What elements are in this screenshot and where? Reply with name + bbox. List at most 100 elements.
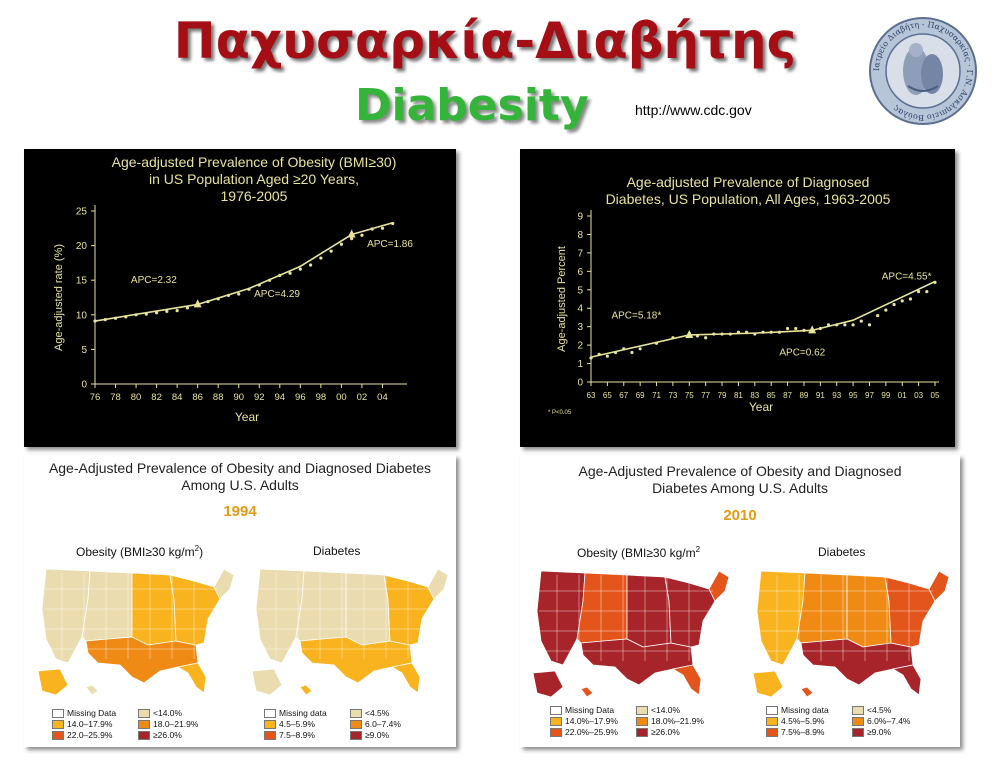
x-tick-label: 78 [110,392,121,403]
y-axis-label: Age-adjusted Percent [556,246,568,352]
y-tick-label: 1 [577,359,583,370]
data-point [851,323,855,327]
x-axis-label: Year [749,400,773,414]
map-region-mtn [576,572,628,644]
data-point [350,237,354,241]
map-panel-1994: Age-Adjusted Prevalence of Obesity and D… [24,455,456,747]
obesity-map-1994 [37,568,235,696]
data-point [113,316,118,320]
data-point [309,263,313,267]
x-tick-label: 03 [914,391,923,400]
map-region-ne [708,570,730,602]
x-tick-label: 05 [931,391,940,400]
data-point [761,330,765,334]
map-region-ne [427,568,449,600]
diabetes-legend: Missing data <4.5% 4.5–5.9% 6.0–7.4% 7.5–8… [264,708,418,741]
map-region-east [169,574,221,646]
x-tick-label: 00 [336,392,347,403]
y-tick-label: 5 [577,285,583,296]
data-point [802,328,806,332]
joinpoint-marker [193,299,202,308]
data-point [900,299,904,303]
data-point [753,332,757,336]
data-point [380,226,385,230]
data-point [835,323,839,327]
legend-item: 14.0%–17.9% [550,716,618,726]
map-region-ak [752,670,784,698]
map-panel-title: Age-Adjusted Prevalence of Obesity and D… [24,460,456,494]
chart-title-line: Age-adjusted Prevalence of Obesity (BMI≥… [112,154,397,170]
x-tick-label: 85 [767,391,776,400]
data-point [638,347,642,351]
data-point [728,332,732,336]
x-tick-label: 77 [701,391,710,400]
map-region-fl [671,664,702,696]
map-region-hi [800,686,814,698]
data-point [712,332,716,336]
x-tick-label: 04 [377,392,388,403]
x-tick-label: 63 [587,391,596,400]
x-tick-label: 75 [685,391,694,400]
chart-title-line: 1976-2005 [221,188,288,204]
legend-item: 22.0%–25.9% [550,727,618,737]
y-tick-label: 15 [76,276,88,287]
map-region-south [800,638,914,686]
page-title-greek: Παχυσαρκία-Διαβήτης [173,12,797,70]
map-region-south [85,636,199,684]
obesity-map-2010 [532,570,730,698]
apc-annotation: APC=1.86 [367,239,413,250]
y-tick-label: 7 [577,248,583,259]
data-point [671,336,675,340]
y-tick-label: 9 [577,212,583,223]
y-tick-label: 0 [577,378,583,389]
x-tick-label: 90 [233,392,244,403]
legend-item: ≥26.0% [636,727,704,737]
map-region-ak [37,668,69,696]
legend-item: Missing Data [52,708,120,718]
map-title-line-2: Among U.S. Adults [181,477,299,493]
data-point [360,233,364,237]
x-tick-label: 87 [783,391,792,400]
y-tick-label: 20 [76,241,88,252]
data-point [794,326,798,331]
map-title-line-1: Age-Adjusted Prevalence of Obesity and D… [48,460,432,476]
x-tick-label: 95 [849,391,858,400]
legend-item: ≥9.0% [350,730,418,740]
y-tick-label: 10 [76,310,88,321]
legend-item: 4.5–5.9% [264,719,332,729]
x-tick-label: 80 [131,392,142,403]
legend-item: 18.0–21.9% [138,719,206,729]
data-point [867,323,872,327]
diabetes-map-label: Diabetes [313,544,361,558]
map-panel-title: Age-Adjusted Prevalence of Obesity and D… [520,463,960,497]
x-tick-label: 83 [750,391,759,400]
source-url: http://www.cdc.gov [635,102,752,118]
clinic-seal-logo: Ιατρείο Διαβήτη - Παχυσαρκίας · Γ.Ν. Ασκ… [869,17,977,125]
obesity-legend: Missing Data <14.0% 14.0–17.9% 18.0–21.9% … [52,708,206,741]
x-tick-label: 98 [316,392,327,403]
obesity-trend-chart-panel: Age-adjusted Prevalence of Obesity (BMI≥… [24,149,456,447]
map-region-ne [928,570,950,602]
x-tick-label: 01 [898,391,907,400]
map-region-ak [251,668,283,696]
data-point [597,352,601,356]
x-tick-label: 93 [832,391,841,400]
page-title-english: Diabesity [355,80,589,131]
apc-annotation: APC=4.29 [254,289,300,300]
legend-item: Missing data [264,708,332,718]
x-tick-label: 67 [619,391,628,400]
data-point [124,315,128,319]
legend-item: 7.5–8.9% [264,730,332,740]
x-tick-label: 82 [151,392,162,403]
legend-item: 18.0%–21.9% [636,716,704,726]
map-region-hi [299,684,313,696]
map-year: 1994 [223,503,257,520]
chart-title-line: Diabetes, US Population, All Ages, 1963-… [606,191,891,207]
y-tick-label: 5 [81,345,87,356]
legend-item: 6.0–7.4% [350,719,418,729]
data-point [93,319,97,323]
x-tick-label: 79 [718,391,727,400]
obesity-legend: Missing Data <14.0% 14.0%–17.9% 18.0%–21.9… [550,705,704,738]
map-title-line-1: Age-Adjusted Prevalence of Obesity and D… [578,463,902,479]
obesity-map-label: Obesity (BMI≥30 kg/m2) [76,544,204,559]
